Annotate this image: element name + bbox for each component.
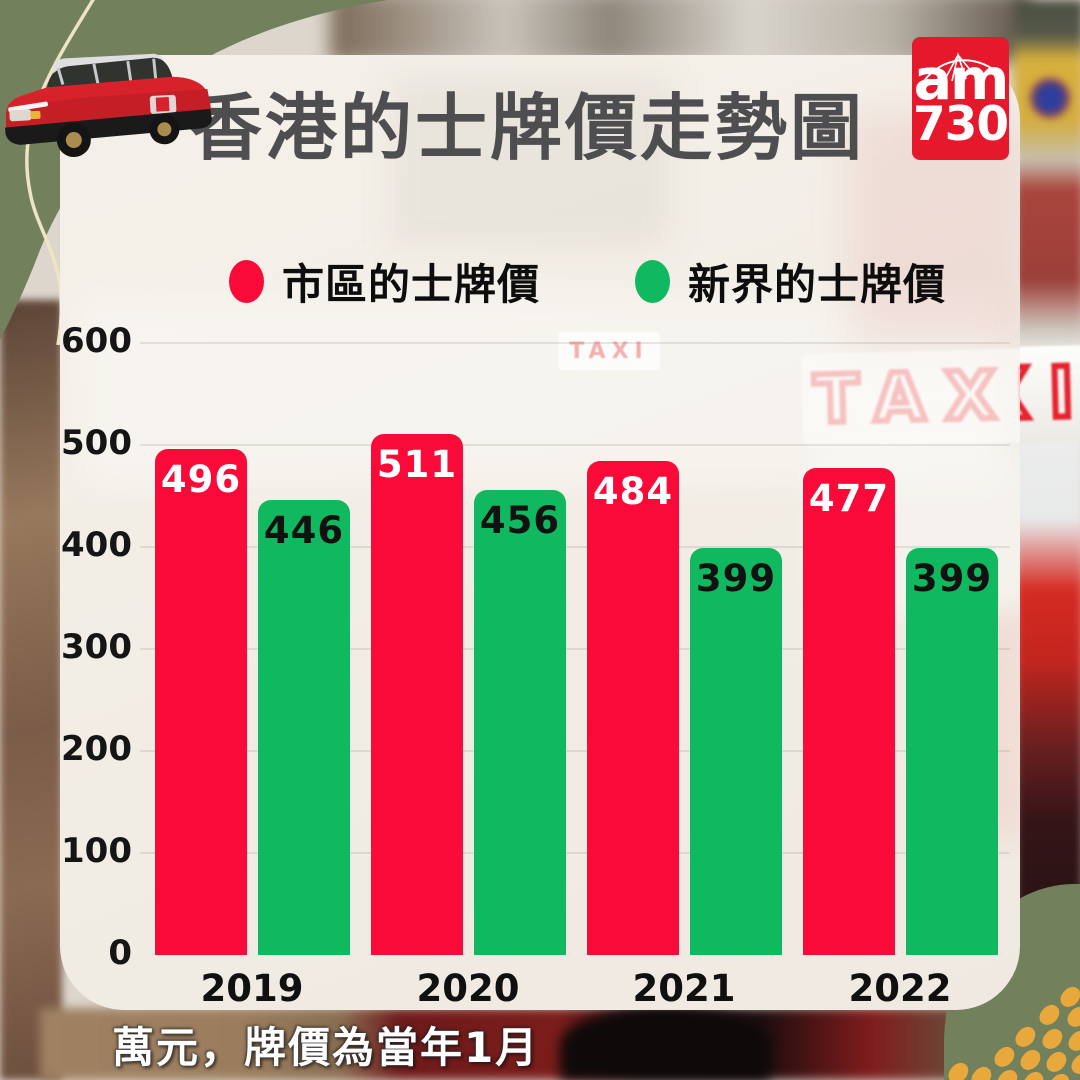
legend-dot-icon — [228, 260, 264, 303]
taxi-roof-sign-small-text: TAXI — [569, 338, 649, 364]
bar-2020-urban: 511 — [371, 434, 463, 955]
taxi-roof-sign-small: TAXI — [558, 332, 660, 370]
legend-dot-icon — [635, 260, 670, 303]
gridline-600 — [140, 342, 1010, 344]
y-axis-tick-400: 400 — [61, 525, 132, 565]
bar-value-label: 511 — [376, 443, 458, 486]
chart-legend: 市區的士牌價 新界的士牌價 — [60, 251, 1020, 312]
bar-value-label: 399 — [695, 557, 777, 600]
legend-item-0: 市區的士牌價 — [228, 251, 540, 312]
bar-value-label: 477 — [808, 477, 890, 520]
gridline-400 — [140, 546, 1010, 548]
y-axis-tick-100: 100 — [61, 831, 132, 871]
bar-2022-nt: 399 — [906, 548, 998, 955]
x-axis-label-2021: 2021 — [632, 967, 736, 1010]
photo-pavement-left — [0, 300, 62, 1080]
y-axis-tick-300: 300 — [61, 627, 132, 667]
y-axis-tick-200: 200 — [61, 729, 132, 769]
bar-2021-urban: 484 — [587, 461, 679, 955]
x-axis-label-2022: 2022 — [848, 967, 952, 1010]
unit-footnote: 萬元，牌價為當年1月 — [112, 1023, 540, 1072]
bar-2021-nt: 399 — [690, 548, 782, 955]
legend-label: 新界的士牌價 — [688, 260, 947, 309]
bar-2020-nt: 456 — [474, 490, 566, 955]
bar-value-label: 399 — [911, 557, 993, 600]
page-title: 香港的士牌價走勢圖 — [190, 86, 866, 170]
bar-value-label: 456 — [479, 499, 561, 542]
y-axis-tick-500: 500 — [61, 423, 132, 463]
bridge-icon — [923, 52, 999, 82]
bar-2019-urban: 496 — [155, 449, 247, 955]
chart-card: TAXI TAXI 香港的士牌價走勢圖 市區的士牌價 新界的士牌價 0 100 200… — [60, 55, 1020, 1010]
red-taxi-image — [5, 53, 212, 158]
am730-logo: am 730 — [912, 37, 1009, 160]
x-axis-label-2019: 2019 — [200, 967, 304, 1010]
bar-2022-urban: 477 — [803, 468, 895, 955]
logo-line2: 730 — [912, 96, 1009, 152]
bar-chart: 0 100 200 300 400 500 600 496 446 2019 511 456 2020 4… — [60, 55, 1020, 1010]
legend-item-1: 新界的士牌價 — [635, 251, 946, 312]
y-axis-tick-600: 600 — [61, 321, 132, 361]
bar-value-label: 446 — [263, 509, 345, 552]
bar-value-label: 496 — [160, 458, 242, 501]
gridline-200 — [140, 750, 1010, 752]
gridline-300 — [140, 648, 1010, 650]
y-axis-tick-0: 0 — [108, 933, 132, 973]
legend-label: 市區的士牌價 — [281, 260, 540, 309]
photo-car-wheel — [560, 1008, 770, 1080]
gridline-500 — [140, 444, 1010, 446]
bar-2019-nt: 446 — [258, 500, 350, 955]
x-axis-label-2020: 2020 — [416, 967, 520, 1010]
photo-road-sign — [1030, 78, 1070, 118]
gridline-100 — [140, 852, 1010, 854]
bar-value-label: 484 — [592, 470, 674, 513]
